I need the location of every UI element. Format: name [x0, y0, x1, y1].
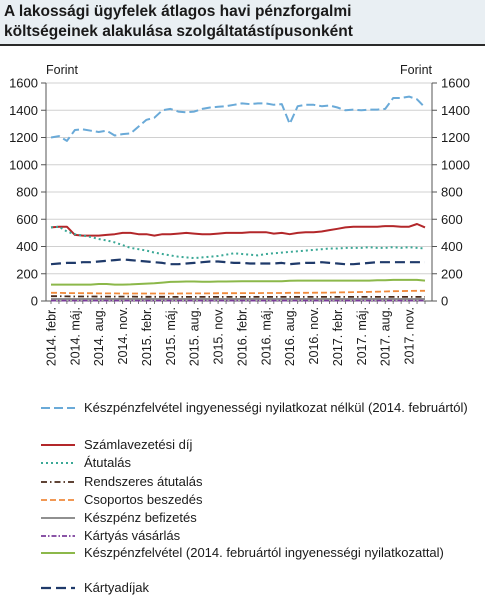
series-line-7	[51, 278, 426, 286]
legend-label: Rendszeres átutalás	[84, 474, 203, 489]
series-line-1	[50, 223, 426, 237]
y-tick-label-left: 600	[16, 212, 38, 227]
x-tick-label: 2015. máj.	[164, 307, 178, 365]
y-tick-label-right: 400	[441, 239, 463, 254]
title-underline	[0, 44, 485, 46]
legend-swatch	[41, 499, 75, 501]
axes: 0 0 200 200 400 400 600 600 800 800 1000 1000 1200 12…	[9, 76, 470, 367]
x-tick-label: 2014. febr.	[45, 307, 59, 366]
legend-label: Számlavezetési díj	[84, 437, 193, 452]
x-tick-label: 2017. máj.	[355, 307, 369, 365]
y-tick-label-right: 200	[441, 266, 463, 281]
legend-swatch	[41, 535, 75, 537]
y-tick-label-right: 1600	[441, 76, 470, 91]
series-line-2	[50, 225, 426, 260]
y-tick-label-left: 800	[16, 185, 38, 200]
x-tick-label: 2016. nov.	[307, 307, 321, 364]
title-band: A lakossági ügyfelek átlagos havi pénzfo…	[0, 0, 485, 44]
y-tick-label-left: 1000	[9, 157, 38, 172]
y-tick-label-right: 0	[441, 294, 448, 309]
y-tick-label-left: 1400	[9, 103, 38, 118]
x-tick-label: 2016. febr.	[235, 307, 249, 366]
y-tick-label-left: 1600	[9, 76, 38, 91]
y-tick-label-left: 0	[31, 294, 38, 309]
legend-label: Készpénz befizetés	[84, 510, 197, 525]
legend-swatch	[41, 407, 75, 409]
legend-label: Csoportos beszedés	[84, 492, 203, 507]
y-tick-label-right: 1400	[441, 103, 470, 118]
x-tick-label: 2016. aug.	[283, 307, 297, 366]
line-chart: Forint Forint 0 0 200 200 400 400 600 600 800 800…	[9, 63, 470, 367]
gridlines	[46, 82, 432, 302]
legend-label: Kártyás vásárlás	[84, 528, 181, 543]
y-tick-label-left: 200	[16, 266, 38, 281]
x-tick-label: 2014. máj.	[68, 307, 82, 365]
x-tick-label: 2014. nov.	[116, 307, 130, 364]
legend-swatch	[41, 552, 75, 554]
series-line-0	[50, 95, 426, 142]
y-tick-label-right: 1000	[441, 157, 470, 172]
legend-swatch	[41, 481, 75, 483]
series-lines	[50, 95, 426, 302]
legend-label: Átutalás	[84, 455, 131, 470]
legend-swatch	[41, 444, 75, 446]
chart-title-line-1: A lakossági ügyfelek átlagos havi pénzfo…	[4, 3, 352, 20]
x-tick-label: 2015. febr.	[140, 307, 154, 366]
left-axis-unit-label: Forint	[46, 63, 78, 77]
y-tick-label-left: 1200	[9, 130, 38, 145]
legend-swatch	[41, 517, 75, 519]
right-axis-unit-label: Forint	[400, 63, 432, 77]
y-tick-label-right: 800	[441, 185, 463, 200]
legend-label: Készpénzfelvétel (2014. februártól ingye…	[84, 545, 444, 560]
legend-label: Kártyadíjak	[84, 580, 150, 595]
legend-swatch	[41, 586, 75, 590]
x-tick-label: 2015. aug.	[188, 307, 202, 366]
x-tick-label: 2016. máj.	[259, 307, 273, 365]
legend-swatch	[41, 462, 75, 464]
x-tick-label: 2017. febr.	[331, 307, 345, 366]
x-tick-label: 2014. aug.	[92, 307, 106, 366]
y-tick-label-left: 400	[16, 239, 38, 254]
chart-title-line-2: költségeinek alakulása szolgáltatástípus…	[4, 23, 353, 40]
x-tick-label: 2015. nov.	[212, 307, 226, 364]
legend-label: Készpénzfelvétel ingyenességi nyilatkoza…	[84, 400, 468, 415]
series-line-8	[50, 258, 425, 266]
series-line-4	[51, 289, 425, 295]
y-tick-label-right: 600	[441, 212, 463, 227]
x-tick-label: 2017. aug.	[379, 307, 393, 366]
y-tick-label-right: 1200	[441, 130, 470, 145]
series-line-3	[51, 295, 425, 298]
x-tick-label: 2017. nov.	[403, 307, 417, 364]
